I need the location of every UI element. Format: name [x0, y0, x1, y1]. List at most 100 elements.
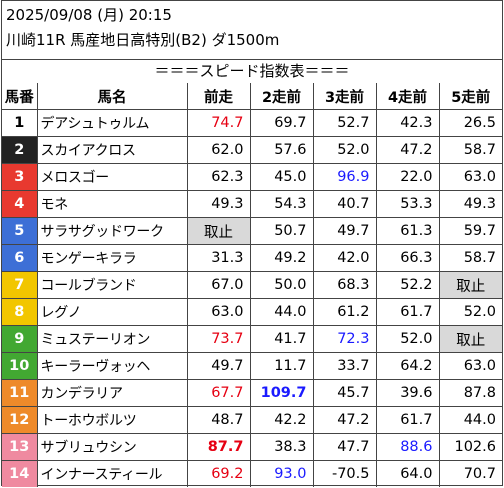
table-row: 11 カンデラリア 67.7 109.7 45.7 39.6 87.8 — [2, 379, 502, 407]
speed-index-cell: 49.3 — [438, 190, 502, 218]
table-row: 1 デアシュトゥルム 74.7 69.7 52.7 42.3 26.5 — [2, 109, 502, 137]
speed-index-cell: 47.2 — [375, 136, 440, 164]
speed-index-cell: 48.7 — [186, 406, 251, 434]
speed-index-cell: 63.0 — [438, 352, 502, 380]
table-row: 2 スカイアクロス 62.0 57.6 52.0 47.2 58.7 — [2, 136, 502, 164]
speed-index-cell: 58.7 — [438, 136, 502, 164]
horse-name-cell: メロスゴー — [36, 163, 188, 191]
speed-index-cell: 61.7 — [375, 298, 440, 326]
horse-number-cell: 11 — [2, 379, 38, 407]
speed-index-cell: 69.2 — [186, 460, 251, 487]
table-row: 6 モンゲーキララ 31.3 49.2 42.0 66.3 58.7 — [2, 244, 502, 272]
speed-index-cell: 54.3 — [249, 190, 314, 218]
speed-index-table: 馬番 馬名 前走 2走前 3走前 4走前 5走前 1 デアシュトゥルム 74.7 69… — [2, 83, 502, 487]
table-row: 14 インナースティール 69.2 93.0 -70.5 64.0 70.7 — [2, 460, 502, 487]
speed-index-cell: 68.3 — [312, 271, 377, 299]
speed-index-cell: 62.0 — [186, 136, 251, 164]
speed-index-cell: 40.7 — [312, 190, 377, 218]
table-header-row: 馬番 馬名 前走 2走前 3走前 4走前 5走前 — [2, 83, 502, 110]
speed-index-cell: 38.3 — [249, 433, 314, 461]
speed-index-cell: 41.7 — [249, 325, 314, 353]
speed-index-cell: 67.0 — [186, 271, 251, 299]
speed-index-cell: -70.5 — [312, 460, 377, 487]
horse-name-cell: コールブランド — [36, 271, 188, 299]
horse-name-cell: カンデラリア — [36, 379, 188, 407]
speed-index-cell: 70.7 — [438, 460, 502, 487]
table-row: 13 サブリュウシン 87.7 38.3 47.7 88.6 102.6 — [2, 433, 502, 461]
speed-index-cell: 88.6 — [375, 433, 440, 461]
horse-name-cell: サブリュウシン — [36, 433, 188, 461]
speed-index-cell: 62.3 — [186, 163, 251, 191]
speed-index-cell: 52.0 — [312, 136, 377, 164]
cancelled-cell: 取止 — [186, 217, 251, 245]
cancelled-cell: 取止 — [438, 325, 502, 353]
speed-index-cell: 74.7 — [186, 109, 251, 137]
speed-index-cell: 102.6 — [438, 433, 502, 461]
speed-index-cell: 58.7 — [438, 244, 502, 272]
speed-index-cell: 61.7 — [375, 406, 440, 434]
speed-index-cell: 45.0 — [249, 163, 314, 191]
speed-index-cell: 64.0 — [375, 460, 440, 487]
speed-index-cell: 49.2 — [249, 244, 314, 272]
col-header-3-races-ago: 3走前 — [312, 83, 377, 110]
table-title: ＝＝＝スピード指数表＝＝＝ — [2, 59, 502, 82]
horse-number-cell: 5 — [2, 217, 38, 245]
table-row: 4 モネ 49.3 54.3 40.7 53.3 49.3 — [2, 190, 502, 218]
speed-index-cell: 63.0 — [186, 298, 251, 326]
horse-number-cell: 3 — [2, 163, 38, 191]
speed-index-cell: 52.0 — [375, 325, 440, 353]
speed-index-cell: 87.7 — [186, 433, 251, 461]
horse-name-cell: トーホウボルツ — [36, 406, 188, 434]
speed-index-cell: 11.7 — [249, 352, 314, 380]
horse-number-cell: 4 — [2, 190, 38, 218]
table-row: 8 レグノ 63.0 44.0 61.2 61.7 52.0 — [2, 298, 502, 326]
speed-index-cell: 63.0 — [438, 163, 502, 191]
speed-index-cell: 61.2 — [312, 298, 377, 326]
speed-index-cell: 39.6 — [375, 379, 440, 407]
speed-index-cell: 50.7 — [249, 217, 314, 245]
speed-index-cell: 59.7 — [438, 217, 502, 245]
speed-index-cell: 42.2 — [249, 406, 314, 434]
horse-number-cell: 12 — [2, 406, 38, 434]
col-header-2-races-ago: 2走前 — [249, 83, 314, 110]
table-row: 7 コールブランド 67.0 50.0 68.3 52.2 取止 — [2, 271, 502, 299]
speed-index-cell: 61.3 — [375, 217, 440, 245]
horse-number-cell: 1 — [2, 109, 38, 137]
table-row: 12 トーホウボルツ 48.7 42.2 47.2 61.7 44.0 — [2, 406, 502, 434]
speed-index-cell: 44.0 — [438, 406, 502, 434]
col-header-4-races-ago: 4走前 — [375, 83, 440, 110]
horse-name-cell: デアシュトゥルム — [36, 109, 188, 137]
table-row: 9 ミュステーリオン 73.7 41.7 72.3 52.0 取止 — [2, 325, 502, 353]
col-header-last-race: 前走 — [186, 83, 251, 110]
horse-name-cell: モネ — [36, 190, 188, 218]
speed-index-cell: 50.0 — [249, 271, 314, 299]
speed-index-cell: 87.8 — [438, 379, 502, 407]
speed-index-cell: 33.7 — [312, 352, 377, 380]
horse-name-cell: ミュステーリオン — [36, 325, 188, 353]
cancelled-cell: 取止 — [438, 271, 502, 299]
speed-index-cell: 66.3 — [375, 244, 440, 272]
speed-index-cell: 96.9 — [312, 163, 377, 191]
race-datetime: 2025/09/08 (月) 20:15 — [6, 6, 172, 24]
race-info: 川崎11R 馬産地日高特別(B2) ダ1500m — [6, 31, 280, 49]
speed-index-cell: 72.3 — [312, 325, 377, 353]
horse-name-cell: サラサグッドワーク — [36, 217, 188, 245]
horse-number-cell: 7 — [2, 271, 38, 299]
col-header-horse-name: 馬名 — [36, 83, 188, 110]
speed-index-cell: 42.0 — [312, 244, 377, 272]
speed-index-cell: 22.0 — [375, 163, 440, 191]
speed-index-cell: 42.3 — [375, 109, 440, 137]
horse-name-cell: スカイアクロス — [36, 136, 188, 164]
horse-number-cell: 9 — [2, 325, 38, 353]
speed-index-cell: 93.0 — [249, 460, 314, 487]
horse-name-cell: レグノ — [36, 298, 188, 326]
speed-index-cell: 47.2 — [312, 406, 377, 434]
horse-number-cell: 10 — [2, 352, 38, 380]
speed-index-cell: 52.7 — [312, 109, 377, 137]
speed-index-cell: 49.7 — [312, 217, 377, 245]
speed-index-cell: 45.7 — [312, 379, 377, 407]
speed-index-cell: 26.5 — [438, 109, 502, 137]
speed-index-cell: 64.2 — [375, 352, 440, 380]
horse-name-cell: インナースティール — [36, 460, 188, 487]
